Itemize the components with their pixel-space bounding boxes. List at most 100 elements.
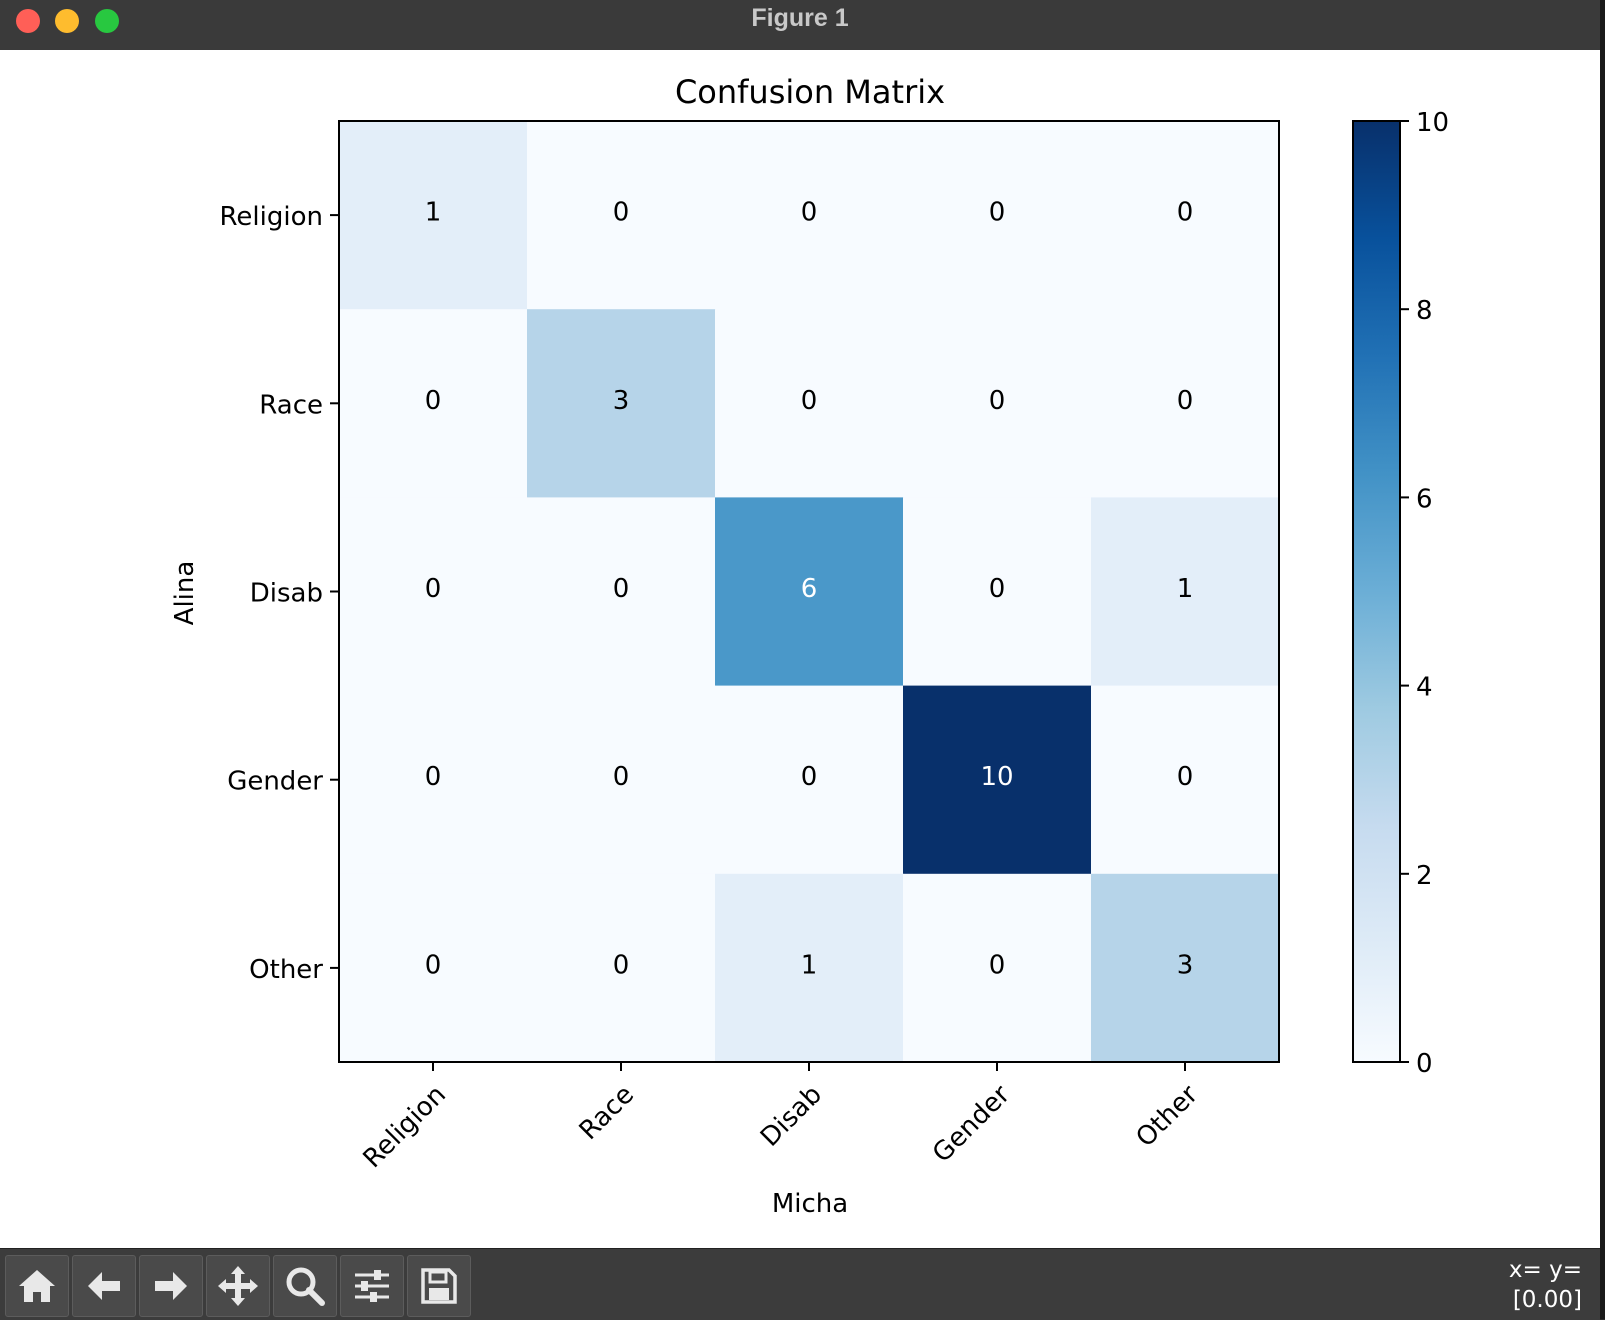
colorbar-tick-label: 10 (1416, 108, 1449, 138)
heatmap-cell (715, 873, 904, 1063)
cell-value-label: 10 (980, 762, 1013, 792)
cell-value-labels: 1 0 0 0 00 3 0 0 00 0 6 0 10 0 0 10 00 0 1 0 3 (425, 198, 1194, 981)
figure-canvas[interactable]: Confusion Matrix 1 0 0 0 0 0 3 0 0 0 0 0 6 0 1 0 0 0 10 0 0 0… (0, 50, 1600, 1248)
y-tick-label: Religion (220, 202, 323, 232)
heatmap-cell (1091, 121, 1280, 310)
home-button[interactable] (5, 1255, 69, 1317)
x-tick-label: Disab (755, 1080, 828, 1153)
heatmap-cell (527, 873, 716, 1063)
pan-button[interactable] (206, 1255, 270, 1317)
heatmap-cell (1091, 685, 1280, 875)
cell-value-label: 0 (801, 198, 818, 228)
heatmap-cell (903, 121, 1092, 310)
y-axis-ticks: Religion Race Disab Gender Other (220, 202, 339, 985)
heatmap-cells (339, 121, 1280, 1063)
y-tick-label: Race (259, 390, 323, 420)
cell-value-label: 0 (613, 574, 630, 604)
coords-line1: x= y= (1508, 1257, 1582, 1283)
colorbar (1352, 120, 1401, 1063)
cell-value-label: 0 (1177, 198, 1194, 228)
window-title: Figure 1 (751, 4, 849, 32)
chart-title: Confusion Matrix (675, 73, 945, 111)
x-tick-label: Gender (927, 1080, 1016, 1169)
heatmap-cell (903, 685, 1092, 875)
cell-value-label: 1 (425, 198, 442, 228)
cell-value-label: 0 (613, 762, 630, 792)
heatmap-cell (1091, 497, 1280, 687)
heatmap-cell (339, 873, 528, 1063)
heatmap-cell (527, 497, 716, 687)
forward-arrow-icon (155, 1272, 187, 1300)
cell-value-label: 1 (801, 950, 818, 980)
cell-value-label: 0 (989, 198, 1006, 228)
heatmap-cell (715, 685, 904, 875)
cell-value-label: 0 (1177, 762, 1194, 792)
colorbar-tick-label: 8 (1416, 296, 1433, 326)
x-axis-ticks: Religion Race Disab Gender Other (358, 1062, 1205, 1174)
x-tick-label: Other (1131, 1080, 1205, 1154)
cell-value-label: 0 (613, 198, 630, 228)
cell-value-label: 0 (989, 386, 1006, 416)
heatmap-cell (339, 497, 528, 687)
minimize-window-button[interactable] (55, 9, 79, 33)
window-edge (1600, 0, 1605, 1319)
heatmap-cell (903, 309, 1092, 498)
cell-value-label: 0 (989, 574, 1006, 604)
cell-value-label: 0 (801, 386, 818, 416)
zoom-button[interactable] (273, 1255, 337, 1317)
x-tick-label: Religion (358, 1080, 452, 1174)
cell-value-label: 0 (425, 762, 442, 792)
cell-value-label: 0 (425, 950, 442, 980)
cell-value-label: 0 (425, 574, 442, 604)
heatmap-cell (715, 309, 904, 498)
cell-value-label: 0 (801, 762, 818, 792)
save-button[interactable] (407, 1255, 471, 1317)
heatmap-cell (1091, 873, 1280, 1063)
y-tick-label: Other (249, 955, 323, 985)
save-icon (421, 1268, 457, 1304)
close-window-button[interactable] (16, 9, 40, 33)
x-axis-label: Micha (772, 1189, 848, 1219)
cell-value-label: 0 (989, 950, 1006, 980)
colorbar-tick-label: 0 (1416, 1049, 1433, 1079)
home-icon (19, 1270, 55, 1302)
cell-value-label: 0 (613, 950, 630, 980)
y-tick-label: Gender (227, 767, 323, 797)
colorbar-tick-label: 4 (1416, 673, 1433, 703)
colorbar-tick-label: 6 (1416, 484, 1433, 514)
cell-value-label: 6 (801, 574, 818, 604)
heatmap-cell (527, 121, 716, 310)
heatmap-cell (527, 685, 716, 875)
y-axis-label: Alina (170, 561, 200, 626)
heatmap-cell (715, 121, 904, 310)
configure-subplots-icon (355, 1270, 389, 1302)
zoom-window-button[interactable] (95, 9, 119, 33)
configure-subplots-button[interactable] (340, 1255, 404, 1317)
forward-button[interactable] (139, 1255, 203, 1317)
x-tick-label: Race (574, 1080, 640, 1146)
heatmap-cell (339, 309, 528, 498)
colorbar-tick-label: 2 (1416, 861, 1433, 891)
navigation-toolbar: x= y= [0.00] (0, 1248, 1600, 1320)
back-arrow-icon (88, 1272, 120, 1300)
cell-value-label: 0 (425, 386, 442, 416)
cursor-coordinates: x= y= [0.00] (1509, 1255, 1582, 1315)
heatmap-cell (527, 309, 716, 498)
y-tick-label: Disab (250, 579, 323, 609)
coords-line2: [0.00] (1512, 1287, 1582, 1313)
heatmap-cell (1091, 309, 1280, 498)
pan-icon (218, 1266, 258, 1306)
cell-value-label: 1 (1177, 574, 1194, 604)
heatmap-cell (339, 685, 528, 875)
cell-value-label: 3 (613, 386, 630, 416)
title-bar: Figure 1 (0, 0, 1600, 51)
back-button[interactable] (72, 1255, 136, 1317)
heatmap-cell (903, 873, 1092, 1063)
heatmap-cell (715, 497, 904, 687)
cell-value-label: 0 (1177, 386, 1194, 416)
heatmap-cell (903, 497, 1092, 687)
colorbar-ticks: 0 2 4 6 8 10 (1400, 108, 1449, 1079)
heatmap-cell (339, 121, 528, 310)
confusion-matrix-chart: Confusion Matrix 1 0 0 0 00 3 0 0 00 0 6 0 10 0 0 10 00 0… (170, 73, 1449, 1219)
